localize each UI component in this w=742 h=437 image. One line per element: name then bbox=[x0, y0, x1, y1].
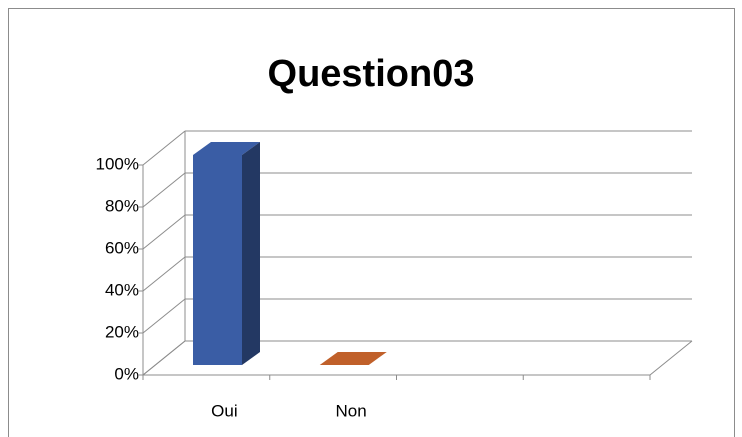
bar bbox=[193, 142, 260, 365]
x-tick-label: Non bbox=[336, 401, 367, 420]
chart-border bbox=[8, 8, 735, 437]
grid-line bbox=[142, 172, 186, 208]
bar-front bbox=[193, 155, 242, 365]
x-tick-label: Oui bbox=[211, 401, 237, 420]
chart-title: Question03 bbox=[268, 53, 475, 95]
grid-line bbox=[142, 256, 186, 292]
bar-side bbox=[242, 142, 260, 365]
bar bbox=[319, 352, 387, 365]
grid-line bbox=[142, 298, 186, 334]
y-tick-label: 80% bbox=[105, 196, 139, 215]
grid-line bbox=[142, 130, 186, 166]
y-tick-label: 100% bbox=[96, 154, 139, 173]
y-tick-label: 60% bbox=[105, 238, 139, 257]
grid-line bbox=[142, 340, 186, 376]
bar-top bbox=[319, 352, 387, 365]
y-tick-label: 0% bbox=[114, 364, 139, 383]
right-floor-edge bbox=[649, 340, 693, 376]
bar-top bbox=[193, 142, 260, 155]
y-tick-label: 20% bbox=[105, 322, 139, 341]
y-tick-label: 40% bbox=[105, 280, 139, 299]
grid-line bbox=[142, 214, 186, 250]
